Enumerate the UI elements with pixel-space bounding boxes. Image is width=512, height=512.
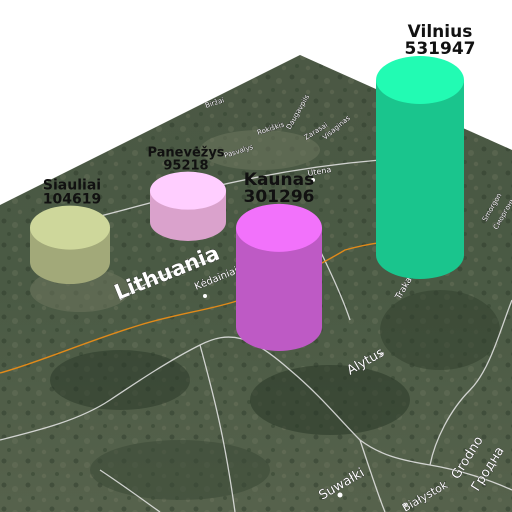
terrain-patches [30,130,500,500]
cylinder-body-vilnius [376,80,464,279]
cylinder-vilnius [376,56,464,279]
cylinder-top-kaunas [236,203,322,252]
cylinder-kaunas [236,203,322,351]
city-value-panevezys: 95218 [163,159,208,174]
place-label-utena: Utena [307,165,332,178]
cylinder-layer [30,56,464,351]
city-label-kaunas: Kaunas [244,170,314,190]
city-value-vilnius: 531947 [405,39,476,59]
town-dots [203,178,408,508]
cylinder-body-kaunas [236,227,322,351]
city-value-siauliai: 104619 [43,192,101,208]
cylinder-top-siauliai [30,205,110,250]
city-value-kaunas: 301296 [244,187,315,207]
city-label-siauliai: Siauliai [43,178,101,194]
road-line [0,235,441,374]
cylinder-siauliai [30,205,110,284]
cylinder-panevezys [150,171,226,241]
cylinder-top-vilnius [376,56,464,104]
city-label-panevezys: Panevėžys [147,146,224,161]
city-label-vilnius: Vilnius [408,22,473,42]
cylinder-top-panevezys [150,171,226,210]
